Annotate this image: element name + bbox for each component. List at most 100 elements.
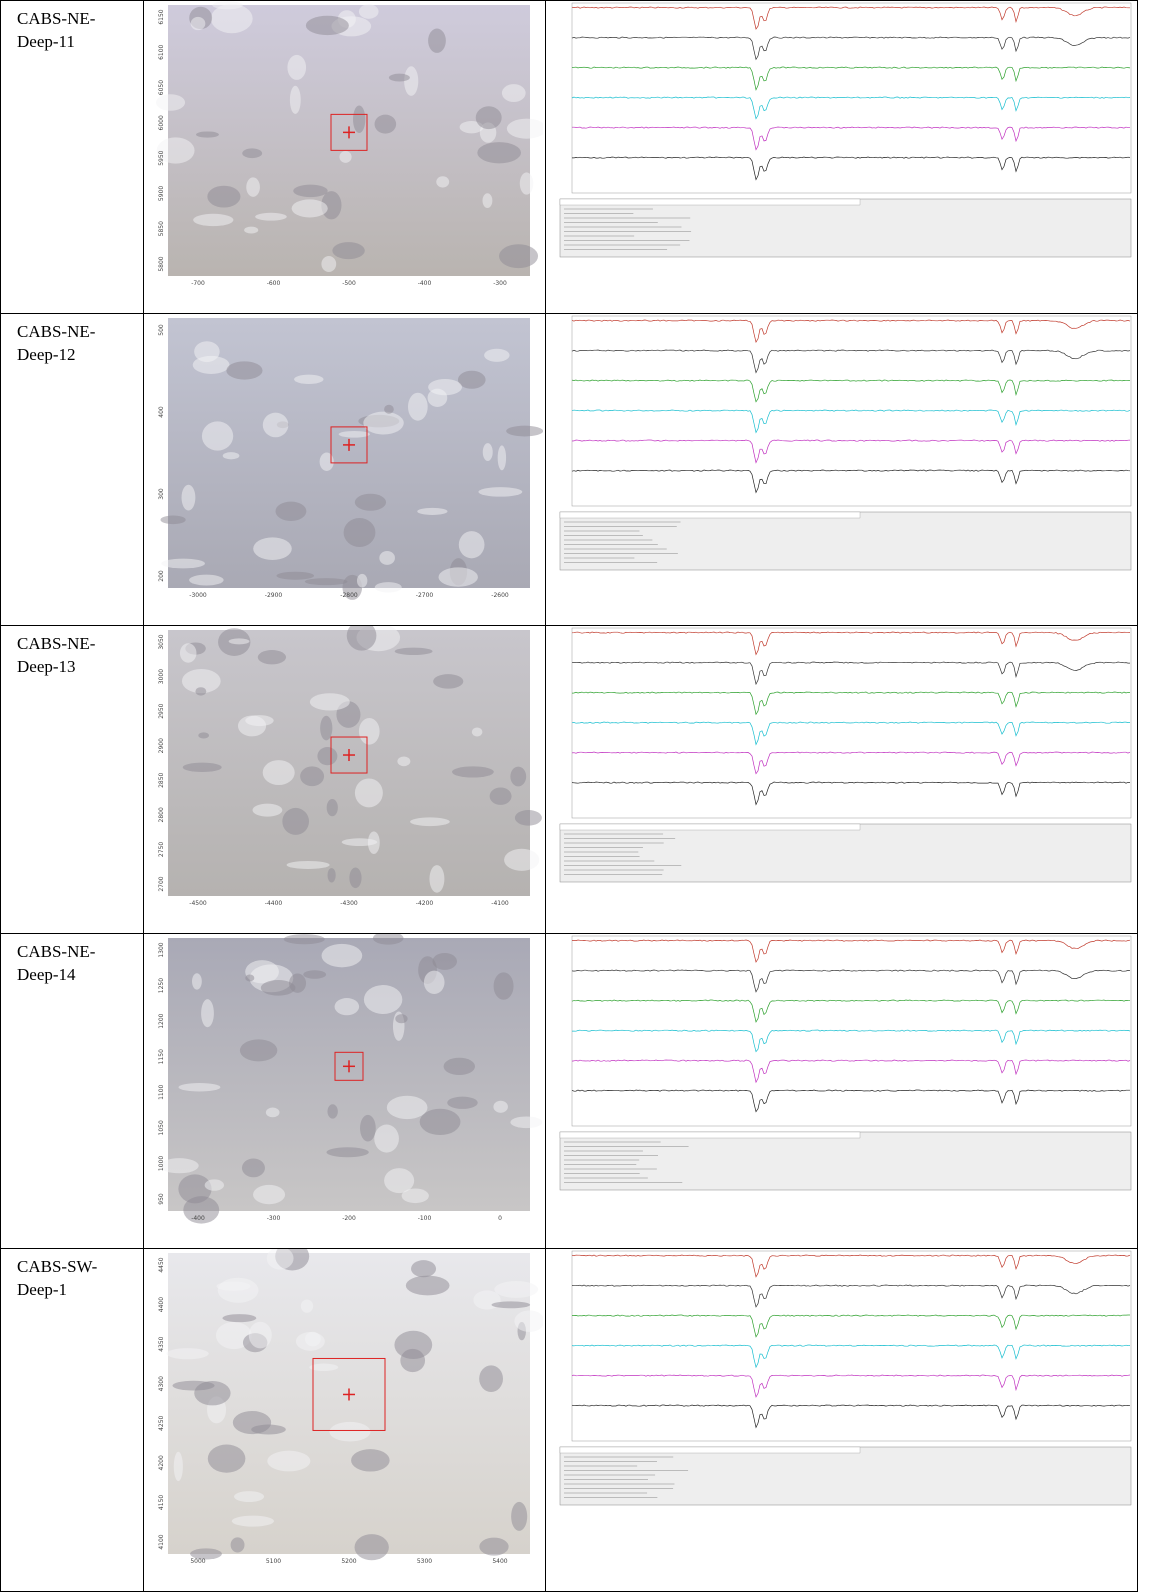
texture xyxy=(372,934,404,945)
y-tick-label: 2900 xyxy=(158,738,165,753)
spectrum-cell xyxy=(545,313,1138,626)
texture xyxy=(432,952,457,970)
micrograph: 5000 5100 5200 5300 5400 4450 4400 4350 4300 4250… xyxy=(158,1249,543,1565)
texture xyxy=(234,1491,265,1503)
texture xyxy=(386,1095,428,1120)
texture xyxy=(338,430,370,438)
texture xyxy=(479,1537,509,1556)
y-tick-label: 400 xyxy=(158,406,165,418)
texture xyxy=(156,137,195,164)
sample-name: CABS-NE-Deep-11 xyxy=(17,9,96,51)
texture xyxy=(374,1124,399,1153)
x-tick-label: -4500 xyxy=(189,900,207,907)
y-tick-label: 3050 xyxy=(158,634,165,649)
x-tick-label: -100 xyxy=(418,1215,432,1222)
texture xyxy=(482,193,493,209)
micrograph: -700 -600 -500 -400 -300 6150 6100 6050 6000 5950… xyxy=(155,1,543,287)
texture xyxy=(210,3,253,34)
y-tick-label: 6000 xyxy=(158,115,165,130)
texture xyxy=(201,421,234,451)
y-tick-label: 2850 xyxy=(158,772,165,787)
spectrum-trace xyxy=(571,1089,1130,1113)
texture xyxy=(394,647,433,655)
texture xyxy=(478,487,523,497)
texture xyxy=(321,255,337,273)
x-tick-label: -700 xyxy=(191,280,205,287)
photo xyxy=(168,1253,530,1554)
x-tick-label: -2600 xyxy=(491,592,509,599)
texture xyxy=(428,378,463,396)
texture xyxy=(363,985,403,1014)
sample-name: CABS-NE-Deep-12 xyxy=(17,322,96,364)
texture xyxy=(489,787,512,805)
texture xyxy=(499,244,539,269)
texture xyxy=(160,515,186,525)
texture xyxy=(217,1277,259,1303)
texture xyxy=(245,974,255,982)
spectrum-trace xyxy=(571,469,1131,494)
target-box xyxy=(330,736,368,774)
texture xyxy=(404,66,419,96)
texture xyxy=(400,1348,426,1373)
sample-cell: CABS-NE-Deep-11 xyxy=(0,0,144,314)
texture xyxy=(329,1421,371,1442)
y-tick-label: 5800 xyxy=(158,256,165,271)
texture xyxy=(477,142,521,164)
texture xyxy=(291,199,328,218)
texture xyxy=(252,803,283,817)
row: CABS-SW-Deep-1 5000 5100 5200 5300 5400 4450 44… xyxy=(0,1248,1138,1592)
texture xyxy=(181,484,196,511)
sample-name: CABS-NE-Deep-13 xyxy=(17,634,96,676)
texture xyxy=(190,1548,222,1560)
texture xyxy=(286,860,330,869)
texture xyxy=(326,1147,369,1158)
y-tick-label: 4450 xyxy=(158,1257,165,1272)
y-tick-label: 2750 xyxy=(158,842,165,857)
texture xyxy=(514,810,542,826)
texture xyxy=(245,715,274,727)
texture xyxy=(276,571,315,580)
spectrum-trace xyxy=(571,439,1131,464)
texture xyxy=(192,355,230,374)
spectrum-cell xyxy=(545,625,1138,934)
texture xyxy=(282,807,310,835)
results-header xyxy=(559,198,861,206)
texture xyxy=(228,638,250,645)
y-tick-label: 4150 xyxy=(158,1495,165,1510)
y-tick-label: 1200 xyxy=(158,1013,165,1028)
texture xyxy=(326,798,338,817)
texture xyxy=(384,1168,415,1194)
texture xyxy=(341,838,378,847)
y-tick-label: 6100 xyxy=(158,44,165,59)
texture xyxy=(195,687,207,696)
spectrum-trace xyxy=(571,1284,1131,1308)
y-tick-label: 2950 xyxy=(158,703,165,718)
spectrum-trace xyxy=(571,319,1131,344)
x-tick-label: -2900 xyxy=(265,592,283,599)
texture xyxy=(363,411,404,435)
y-tick-label: 1000 xyxy=(158,1156,165,1171)
texture xyxy=(317,747,338,766)
texture xyxy=(491,1301,531,1309)
x-tick-label: -400 xyxy=(418,280,432,287)
texture xyxy=(161,558,205,569)
texture xyxy=(407,392,428,421)
texture xyxy=(289,973,307,993)
texture xyxy=(246,177,260,197)
y-tick-label: 1150 xyxy=(158,1049,165,1064)
search-results xyxy=(559,1446,1132,1506)
texture xyxy=(267,1450,311,1472)
texture xyxy=(194,1380,231,1406)
texture xyxy=(327,868,336,883)
texture xyxy=(231,1515,274,1527)
sample-cell: CABS-NE-Deep-12 xyxy=(0,313,144,626)
texture xyxy=(265,1107,280,1118)
texture xyxy=(173,1451,183,1482)
spectrum-trace xyxy=(571,999,1131,1023)
texture xyxy=(379,550,395,565)
texture xyxy=(482,443,493,462)
texture xyxy=(155,94,186,111)
texture xyxy=(471,727,483,737)
